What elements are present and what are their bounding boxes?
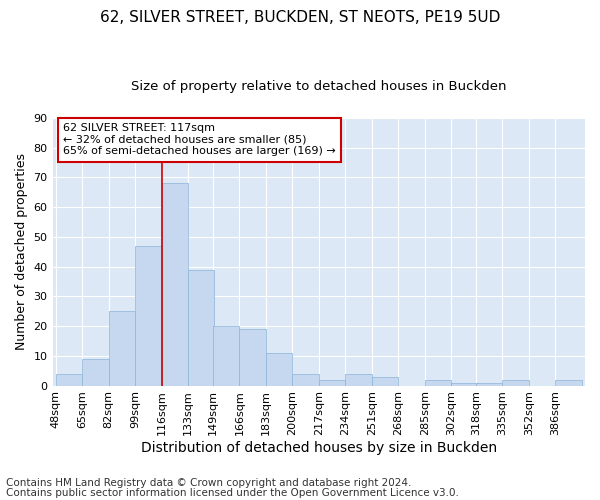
Bar xyxy=(556,380,582,386)
Bar xyxy=(56,374,82,386)
Bar xyxy=(161,183,188,386)
Bar xyxy=(135,246,161,386)
Bar xyxy=(292,374,319,386)
Bar xyxy=(476,382,502,386)
Bar xyxy=(109,311,135,386)
Bar xyxy=(502,380,529,386)
Bar xyxy=(266,353,292,386)
Bar xyxy=(239,329,266,386)
Bar xyxy=(319,380,345,386)
Bar xyxy=(345,374,372,386)
Bar xyxy=(188,270,214,386)
Bar xyxy=(372,376,398,386)
Text: Contains HM Land Registry data © Crown copyright and database right 2024.: Contains HM Land Registry data © Crown c… xyxy=(6,478,412,488)
Bar xyxy=(82,359,109,386)
Text: 62 SILVER STREET: 117sqm
← 32% of detached houses are smaller (85)
65% of semi-d: 62 SILVER STREET: 117sqm ← 32% of detach… xyxy=(63,123,336,156)
Y-axis label: Number of detached properties: Number of detached properties xyxy=(15,153,28,350)
X-axis label: Distribution of detached houses by size in Buckden: Distribution of detached houses by size … xyxy=(141,441,497,455)
Text: Contains public sector information licensed under the Open Government Licence v3: Contains public sector information licen… xyxy=(6,488,459,498)
Text: 62, SILVER STREET, BUCKDEN, ST NEOTS, PE19 5UD: 62, SILVER STREET, BUCKDEN, ST NEOTS, PE… xyxy=(100,10,500,25)
Title: Size of property relative to detached houses in Buckden: Size of property relative to detached ho… xyxy=(131,80,506,93)
Bar xyxy=(451,382,478,386)
Bar xyxy=(425,380,451,386)
Bar xyxy=(213,326,239,386)
